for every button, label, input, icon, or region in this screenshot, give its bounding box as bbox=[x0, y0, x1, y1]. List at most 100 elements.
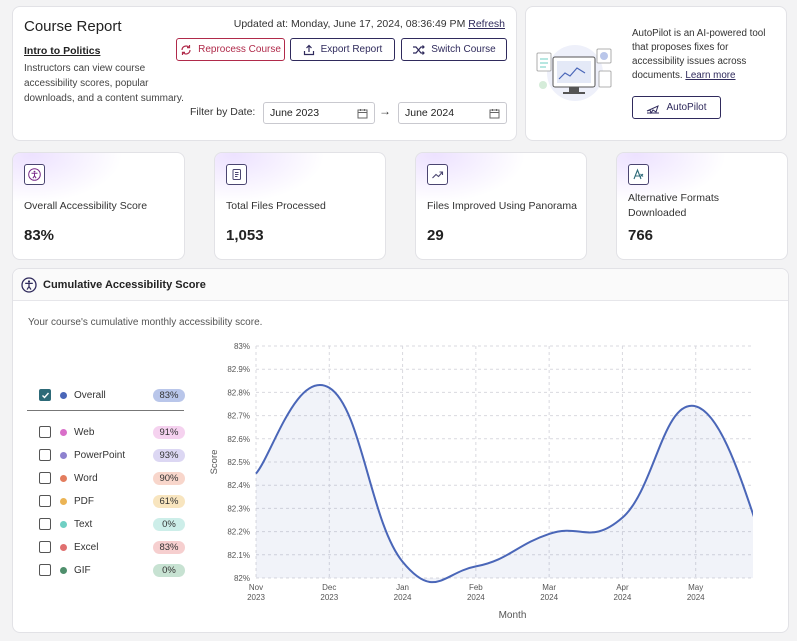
date-to-input[interactable]: June 2024 bbox=[398, 102, 507, 124]
series-percent-badge: 83% bbox=[153, 388, 185, 402]
x-tick-year: 2024 bbox=[540, 593, 558, 602]
series-percent-badge: 90% bbox=[153, 471, 185, 485]
series-percent-badge: 93% bbox=[153, 448, 185, 462]
shuffle-icon bbox=[413, 44, 426, 55]
learn-more-link[interactable]: Learn more bbox=[685, 70, 736, 81]
series-checkbox[interactable] bbox=[39, 449, 51, 461]
x-tick-year: 2024 bbox=[687, 593, 705, 602]
y-tick-label: 82.6% bbox=[227, 435, 250, 444]
plane-icon bbox=[647, 104, 660, 114]
legend-item-web[interactable]: Web 91% bbox=[39, 423, 189, 441]
section-header: Cumulative Accessibility Score bbox=[13, 269, 788, 301]
series-percent-badge: 91% bbox=[153, 425, 185, 439]
series-percent-badge: 0% bbox=[153, 517, 185, 531]
stat-label: Overall Accessibility Score bbox=[24, 200, 148, 212]
legend-item-pdf[interactable]: PDF 61% bbox=[39, 492, 189, 510]
series-checkbox[interactable] bbox=[39, 472, 51, 484]
refresh-icon bbox=[181, 44, 191, 55]
series-color-dot bbox=[60, 428, 67, 436]
series-name: PDF bbox=[74, 495, 94, 507]
series-name: Web bbox=[74, 426, 95, 438]
series-percent-badge: 83% bbox=[153, 540, 185, 554]
stat-card-files-improved: Files Improved Using Panorama 29 bbox=[415, 152, 587, 260]
stat-card-alt-formats: Alternative Formats Downloaded 766 bbox=[616, 152, 788, 260]
reprocess-course-button[interactable]: Reprocess Course bbox=[176, 38, 285, 61]
x-tick-year: 2023 bbox=[320, 593, 338, 602]
x-tick-year: 2023 bbox=[247, 593, 265, 602]
series-color-dot bbox=[60, 451, 67, 459]
y-tick-label: 82.3% bbox=[227, 504, 250, 513]
series-color-dot bbox=[60, 520, 67, 528]
series-color-dot bbox=[60, 566, 67, 574]
autopilot-description: AutoPilot is an AI-powered tool that pro… bbox=[632, 27, 778, 83]
export-report-button[interactable]: Export Report bbox=[290, 38, 395, 61]
report-card: Course Report Updated at: Monday, June 1… bbox=[12, 6, 517, 141]
refresh-link[interactable]: Refresh bbox=[468, 18, 505, 30]
trend-up-icon bbox=[427, 164, 448, 185]
series-name: Excel bbox=[74, 541, 99, 553]
switch-course-button[interactable]: Switch Course bbox=[401, 38, 507, 61]
x-tick-label: Apr bbox=[616, 583, 629, 592]
series-checkbox[interactable] bbox=[39, 426, 51, 438]
date-from-input[interactable]: June 2023 bbox=[263, 102, 375, 124]
y-tick-label: 82% bbox=[234, 574, 250, 583]
date-to-value: June 2024 bbox=[405, 107, 455, 119]
stat-value: 1,053 bbox=[226, 227, 264, 244]
filter-label: Filter by Date: bbox=[190, 106, 256, 118]
reprocess-label: Reprocess Course bbox=[198, 44, 281, 55]
legend-item-gif[interactable]: GIF 0% bbox=[39, 561, 189, 579]
stat-value: 83% bbox=[24, 227, 55, 244]
files-icon bbox=[226, 164, 247, 185]
series-name: Text bbox=[74, 518, 93, 530]
series-checkbox[interactable] bbox=[39, 564, 51, 576]
y-tick-label: 82.4% bbox=[227, 481, 250, 490]
series-line-overall bbox=[255, 384, 753, 584]
series-color-dot bbox=[60, 497, 67, 505]
series-checkbox[interactable] bbox=[39, 518, 51, 530]
stat-card-files-processed: Total Files Processed 1,053 bbox=[214, 152, 386, 260]
y-tick-label: 83% bbox=[234, 342, 250, 351]
legend-item-word[interactable]: Word 90% bbox=[39, 469, 189, 487]
series-color-dot bbox=[60, 543, 67, 551]
legend-item-overall[interactable]: Overall 83% bbox=[39, 386, 189, 404]
autopilot-card: AutoPilot is an AI-powered tool that pro… bbox=[525, 6, 787, 141]
x-tick-label: Nov bbox=[249, 583, 263, 592]
series-name: PowerPoint bbox=[74, 449, 126, 461]
series-name: Word bbox=[74, 472, 98, 484]
stat-label: Alternative Formats Downloaded bbox=[628, 192, 720, 219]
series-checkbox[interactable] bbox=[39, 389, 51, 401]
x-tick-label: Dec bbox=[322, 583, 336, 592]
autopilot-button-label: AutoPilot bbox=[666, 102, 707, 113]
calendar-icon bbox=[489, 108, 500, 118]
accessibility-icon bbox=[24, 164, 45, 185]
y-tick-label: 82.9% bbox=[227, 365, 250, 374]
series-checkbox[interactable] bbox=[39, 541, 51, 553]
cumulative-score-card: Cumulative Accessibility Score Your cour… bbox=[12, 268, 789, 633]
series-checkbox[interactable] bbox=[39, 495, 51, 507]
y-tick-label: 82.8% bbox=[227, 388, 250, 397]
series-percent-badge: 0% bbox=[153, 563, 185, 577]
switch-label: Switch Course bbox=[431, 44, 496, 55]
date-range-arrow: → bbox=[379, 104, 391, 118]
x-tick-label: Feb bbox=[469, 583, 483, 592]
x-tick-year: 2024 bbox=[467, 593, 485, 602]
y-axis-label: Score bbox=[209, 450, 220, 475]
course-name-link[interactable]: Intro to Politics bbox=[24, 45, 101, 57]
autopilot-illustration bbox=[536, 45, 612, 101]
stat-value: 29 bbox=[427, 227, 444, 244]
export-label: Export Report bbox=[320, 44, 383, 55]
legend-item-excel[interactable]: Excel 83% bbox=[39, 538, 189, 556]
legend-item-powerpoint[interactable]: PowerPoint 93% bbox=[39, 446, 189, 464]
x-tick-year: 2024 bbox=[614, 593, 632, 602]
date-from-value: June 2023 bbox=[270, 107, 320, 119]
calendar-icon bbox=[357, 108, 368, 118]
series-color-dot bbox=[60, 474, 67, 482]
autopilot-button[interactable]: AutoPilot bbox=[632, 96, 721, 119]
legend-item-text[interactable]: Text 0% bbox=[39, 515, 189, 533]
accessibility-icon bbox=[21, 277, 37, 293]
series-area-overall bbox=[256, 385, 753, 583]
legend-divider bbox=[27, 410, 184, 411]
page-title: Course Report bbox=[24, 18, 122, 35]
section-title: Cumulative Accessibility Score bbox=[43, 279, 206, 291]
x-tick-label: Mar bbox=[542, 583, 556, 592]
